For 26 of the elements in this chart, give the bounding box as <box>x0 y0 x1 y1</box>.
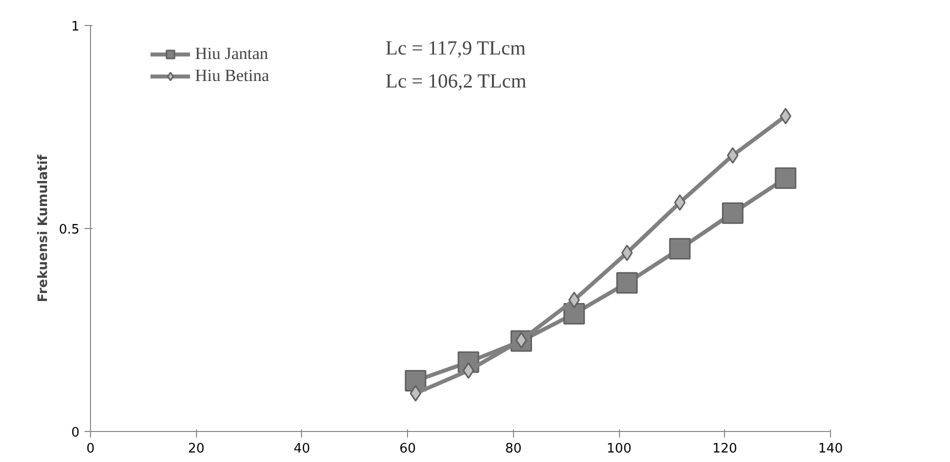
y-tick-label: 0.5 <box>58 222 80 238</box>
legend-label: Hiu Jantan <box>195 44 268 64</box>
x-tick-label: 120 <box>712 442 738 456</box>
x-tick-label: 140 <box>818 442 843 456</box>
y-tick-label: 0 <box>71 426 80 440</box>
point <box>726 147 738 164</box>
point <box>616 272 638 294</box>
x-tick-label: 100 <box>606 442 632 456</box>
point <box>722 202 744 224</box>
x-tick-label: 40 <box>294 442 310 456</box>
point <box>410 385 422 402</box>
point <box>621 244 633 262</box>
x-tick-label: 80 <box>505 442 522 456</box>
y-tick-label: 1 <box>71 20 80 34</box>
point <box>674 194 686 211</box>
y-axis-title: Frekuensi Kumulatif <box>36 154 51 302</box>
point <box>669 238 691 260</box>
x-tick-label: 60 <box>399 442 416 456</box>
annotation: Lc = 106,2 TLcm <box>386 70 527 92</box>
legend-label: Hiu Betina <box>195 66 270 86</box>
point <box>774 167 796 189</box>
x-tick-label: 20 <box>188 442 204 456</box>
annotation: Lc = 117,9 TLcm <box>386 38 526 60</box>
point <box>780 108 792 124</box>
point <box>568 292 580 308</box>
x-tick-label: 0 <box>86 442 95 456</box>
